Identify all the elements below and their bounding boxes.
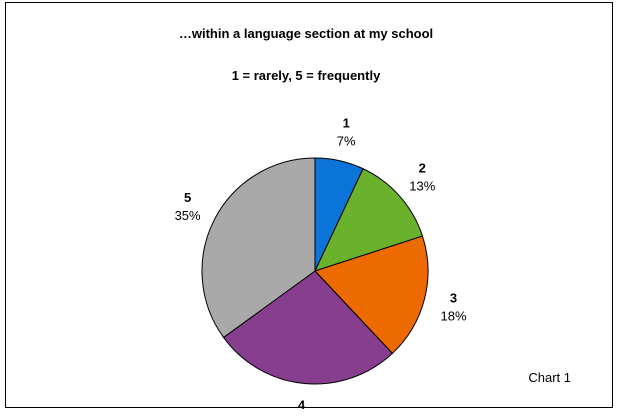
pie-chart: …within a language section at my school …: [175, 26, 571, 409]
pie-slice-4: [222, 270, 394, 385]
slice-category-label: 1: [343, 115, 350, 130]
slice-percent-label: 35%: [175, 208, 201, 223]
slice-percent-label: 13%: [409, 178, 435, 193]
pie-slice-3: [314, 235, 429, 355]
slice-percent-label: 7%: [337, 133, 356, 148]
chart-frame: …within a language section at my school …: [5, 2, 613, 409]
slice-category-label: 2: [419, 160, 426, 175]
pie-slices: [201, 157, 429, 385]
slice-percent-label: 18%: [440, 309, 466, 324]
pie-slice-2: [314, 168, 424, 272]
chart-subtitle: 1 = rarely, 5 = frequently: [232, 68, 381, 83]
slice-category-label: 3: [450, 291, 457, 306]
slice-category-label: 5: [184, 190, 191, 205]
chart-title: …within a language section at my school: [179, 26, 433, 41]
chart-footnote: Chart 1: [528, 370, 571, 385]
pie-slice-5: [201, 157, 316, 339]
slice-category-label: 4: [298, 397, 306, 409]
pie-labels: 17%213%318%427%535%: [175, 115, 467, 409]
